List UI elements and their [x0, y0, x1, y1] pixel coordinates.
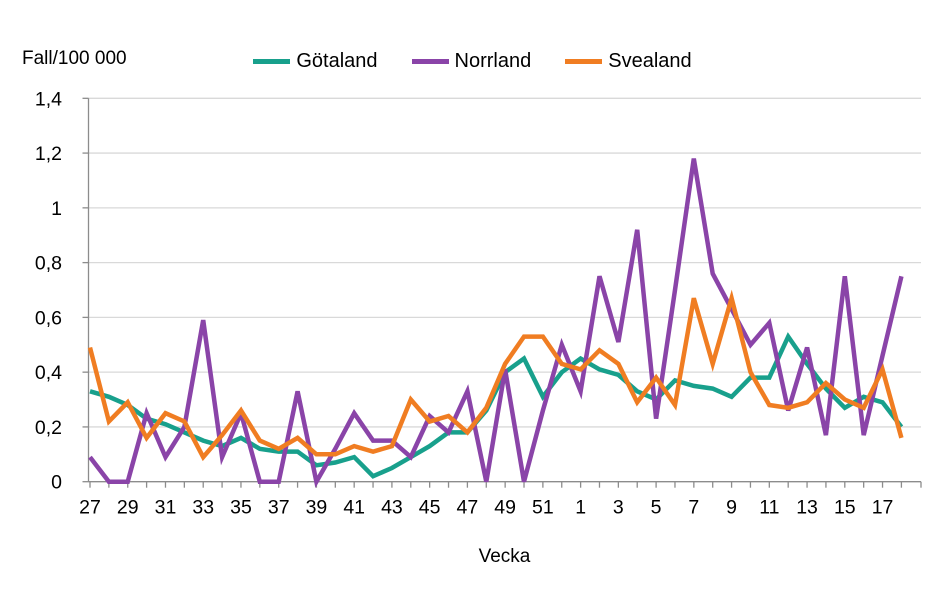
x-tick-label-11: 11 [759, 497, 779, 519]
y-tick-label-0: 0 [51, 472, 62, 494]
x-tick-label-15: 15 [834, 497, 856, 519]
y-tick-label-0,8: 0,8 [35, 253, 62, 275]
axes [82, 97, 922, 488]
y-tick-label-1,4: 1,4 [35, 88, 62, 110]
y-tick-label-1: 1 [51, 198, 62, 220]
x-tick-label-3: 3 [613, 497, 624, 519]
x-tick-label-39: 39 [306, 497, 328, 519]
x-tick-label-37: 37 [268, 497, 290, 519]
x-tick-label-27: 27 [79, 497, 101, 519]
series-line-svealand [87, 289, 904, 462]
x-tick-label-45: 45 [419, 497, 441, 519]
x-tick-label-7: 7 [688, 497, 699, 519]
x-tick-label-35: 35 [230, 497, 252, 519]
x-tick-label-31: 31 [155, 497, 177, 519]
x-tick-label-47: 47 [457, 497, 479, 519]
series-lines [87, 158, 904, 488]
x-tick-label-1: 1 [575, 497, 586, 519]
y-axis-title: Fall/100 000 [22, 48, 127, 69]
x-tick-label-29: 29 [117, 497, 139, 519]
x-tick-label-41: 41 [343, 497, 365, 519]
x-tick-label-43: 43 [381, 497, 403, 519]
y-tick-label-0,4: 0,4 [35, 362, 62, 384]
x-tick-label-51: 51 [532, 497, 554, 519]
y-tick-label-0,6: 0,6 [35, 307, 62, 329]
x-tick-label-9: 9 [726, 497, 737, 519]
x-tick-label-5: 5 [651, 497, 662, 519]
axis-tick-labels: 00,20,40,60,811,21,427 29 31 33 35 37 39 41 43 45… [35, 88, 894, 518]
x-axis-title: Vecka [478, 546, 531, 567]
x-tick-label-49: 49 [494, 497, 516, 519]
y-tick-label-0,2: 0,2 [35, 417, 62, 439]
series-line-norrland [88, 158, 904, 488]
x-tick-label-33: 33 [192, 497, 214, 519]
x-tick-label-13: 13 [796, 497, 818, 519]
x-tick-label-17: 17 [872, 497, 894, 519]
y-tick-label-1,2: 1,2 [35, 143, 62, 165]
gridlines [88, 97, 921, 428]
